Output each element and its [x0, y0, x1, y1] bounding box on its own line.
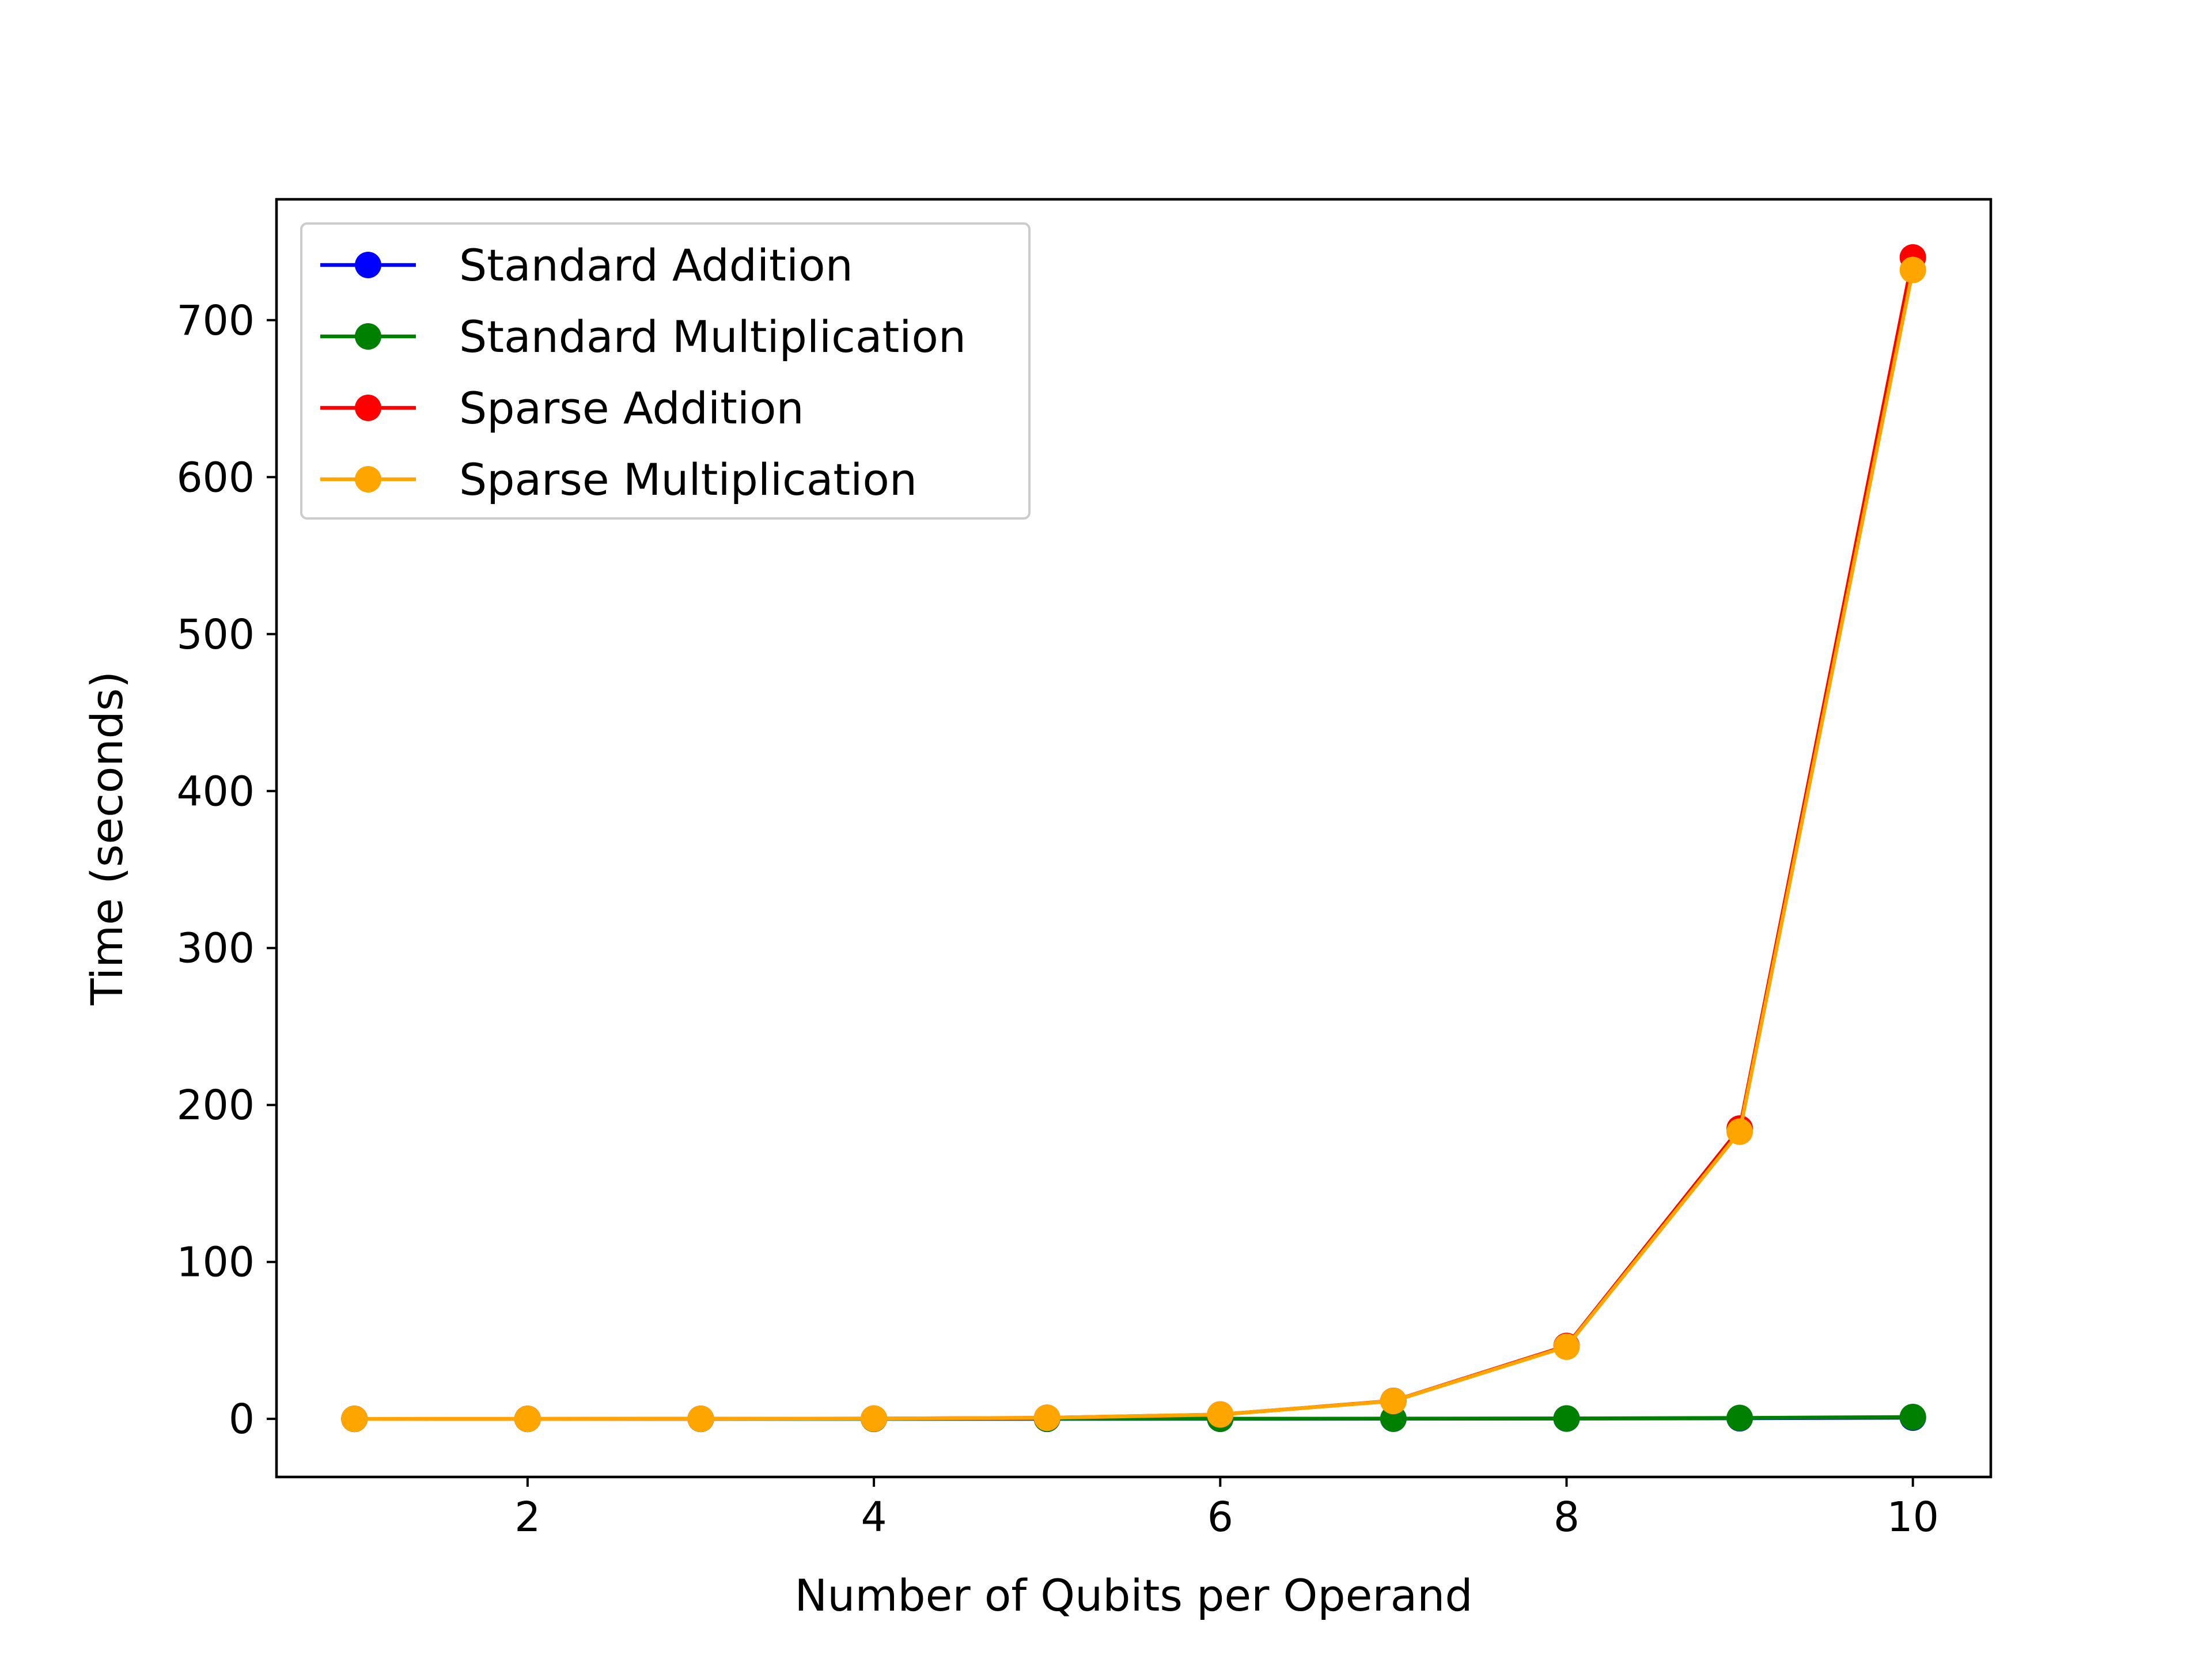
x-axis-ticks: 2 4 6 8 10 [514, 1477, 1939, 1541]
data-point [1553, 1405, 1580, 1432]
data-point [1726, 1404, 1753, 1431]
legend-label: Standard Multiplication [459, 311, 966, 362]
data-point [514, 1406, 541, 1433]
legend-entry: Sparse Addition [320, 382, 804, 434]
x-tick-label: 2 [514, 1493, 540, 1541]
x-tick-label: 4 [861, 1493, 887, 1541]
series-3 [341, 256, 1926, 1433]
data-point [1553, 1333, 1580, 1360]
legend-label: Sparse Multiplication [459, 454, 917, 505]
series-line [354, 269, 1915, 1421]
x-axis-label: Number of Qubits per Operand [794, 1570, 1472, 1621]
y-tick-label: 700 [176, 297, 255, 344]
series-layer [341, 244, 1926, 1433]
x-tick-label: 10 [1887, 1493, 1939, 1541]
y-tick-label: 300 [176, 925, 255, 972]
legend-box [300, 222, 1031, 520]
y-axis-ticks: 0 100 200 300 400 500 600 700 [176, 297, 276, 1443]
legend-label: Sparse Addition [459, 382, 804, 434]
y-tick-label: 200 [176, 1081, 255, 1129]
x-tick-label: 6 [1207, 1493, 1233, 1541]
data-point [1726, 1118, 1753, 1145]
data-point [1033, 1404, 1060, 1431]
legend-label: Standard Addition [459, 240, 853, 291]
legend-entry: Standard Addition [320, 240, 853, 291]
y-tick-label: 100 [176, 1238, 255, 1286]
y-tick-label: 0 [229, 1395, 255, 1443]
y-tick-label: 600 [176, 453, 255, 501]
data-point [1899, 1403, 1926, 1430]
legend: Standard Addition Standard Multiplication… [300, 222, 1031, 520]
data-point [1899, 256, 1926, 283]
y-tick-label: 500 [176, 611, 255, 658]
data-point [687, 1406, 714, 1433]
legend-marker [355, 466, 381, 493]
legend-entry: Sparse Multiplication [320, 454, 917, 505]
x-tick-label: 8 [1554, 1493, 1580, 1541]
legend-marker [355, 395, 381, 421]
plot-frame [275, 198, 1993, 1479]
data-point [1380, 1388, 1407, 1415]
data-point [341, 1406, 368, 1433]
legend-entry: Standard Multiplication [320, 311, 966, 362]
legend-marker [355, 323, 381, 350]
data-point [861, 1405, 888, 1432]
y-axis-label: Time (seconds) [81, 671, 132, 1006]
legend-marker [355, 252, 381, 278]
y-tick-label: 400 [176, 767, 255, 815]
data-point [1207, 1401, 1234, 1428]
